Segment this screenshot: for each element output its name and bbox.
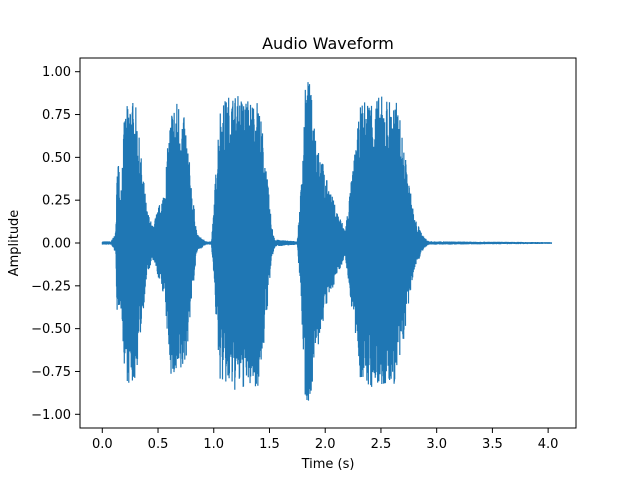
waveform-series [101, 82, 553, 401]
x-tick-label: 0.5 [148, 437, 169, 452]
y-axis-label: Amplitude [7, 210, 22, 277]
y-tick-label: 0.75 [42, 108, 71, 123]
x-tick-label: 4.0 [538, 437, 559, 452]
x-axis-ticks: 0.0 0.5 1.0 1.5 2.0 2.5 3.0 3.5 4.0 [92, 428, 559, 452]
chart-title: Audio Waveform [262, 34, 394, 53]
y-tick-label: −0.75 [31, 365, 71, 380]
x-tick-label: 0.0 [92, 437, 113, 452]
y-axis-ticks: 1.00 0.75 0.50 0.25 0.00 −0.25 −0.50 −0.75 −1.00 [31, 65, 80, 423]
x-axis-label: Time (s) [301, 457, 355, 472]
y-tick-label: −0.50 [31, 322, 71, 337]
x-tick-label: 2.5 [371, 437, 392, 452]
y-tick-label: 1.00 [42, 65, 71, 80]
y-tick-label: 0.00 [42, 237, 71, 252]
waveform-line [101, 82, 553, 401]
y-tick-label: 0.25 [42, 194, 71, 209]
x-tick-label: 1.5 [259, 437, 280, 452]
y-tick-label: −0.25 [31, 279, 71, 294]
y-tick-label: 0.50 [42, 151, 71, 166]
x-tick-label: 2.0 [315, 437, 336, 452]
x-tick-label: 3.0 [426, 437, 447, 452]
x-tick-label: 1.0 [203, 437, 224, 452]
x-tick-label: 3.5 [482, 437, 503, 452]
y-tick-label: −1.00 [31, 408, 71, 423]
